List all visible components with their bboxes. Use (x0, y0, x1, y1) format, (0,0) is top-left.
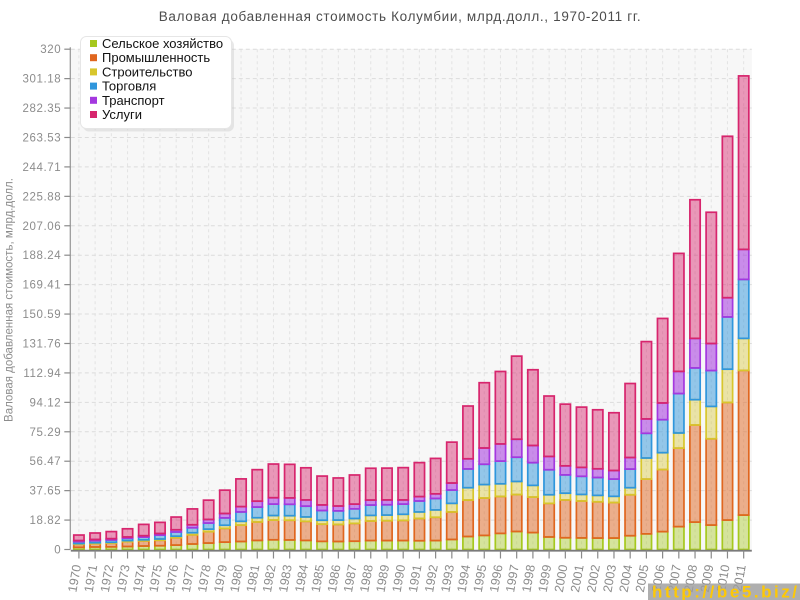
svg-text:http://be5.biz/: http://be5.biz/ (652, 583, 797, 600)
svg-text:2005: 2005 (633, 564, 652, 594)
svg-text:1991: 1991 (406, 564, 425, 594)
svg-text:1982: 1982 (260, 564, 279, 594)
svg-text:1981: 1981 (244, 564, 263, 594)
svg-text:Услуги: Услуги (102, 107, 142, 122)
svg-text:112.94: 112.94 (23, 368, 61, 380)
svg-text:1984: 1984 (292, 564, 311, 594)
svg-text:1976: 1976 (163, 564, 182, 594)
svg-text:225.88: 225.88 (23, 191, 62, 203)
svg-text:1998: 1998 (519, 564, 538, 594)
svg-text:1995: 1995 (471, 564, 490, 594)
svg-text:131.76: 131.76 (23, 338, 62, 350)
svg-text:1975: 1975 (147, 564, 166, 594)
svg-text:169.41: 169.41 (23, 280, 62, 292)
svg-text:94.12: 94.12 (30, 397, 62, 409)
svg-text:188.24: 188.24 (23, 250, 62, 262)
svg-text:1997: 1997 (503, 564, 522, 594)
svg-text:75.29: 75.29 (30, 427, 62, 439)
svg-text:1994: 1994 (455, 564, 474, 594)
svg-text:1990: 1990 (390, 564, 409, 594)
svg-text:1977: 1977 (179, 564, 198, 594)
svg-text:1970: 1970 (65, 564, 84, 594)
svg-text:1980: 1980 (228, 564, 247, 594)
svg-text:1988: 1988 (357, 564, 376, 594)
svg-text:207.06: 207.06 (23, 221, 62, 233)
svg-text:2004: 2004 (617, 564, 636, 594)
svg-text:1987: 1987 (341, 564, 360, 594)
svg-text:282.35: 282.35 (23, 103, 62, 115)
svg-text:1986: 1986 (325, 564, 344, 594)
svg-text:Торговля: Торговля (102, 79, 156, 94)
svg-text:2001: 2001 (568, 564, 587, 594)
svg-text:18.82: 18.82 (30, 515, 62, 527)
svg-text:2003: 2003 (601, 564, 620, 594)
svg-text:301.18: 301.18 (23, 74, 62, 86)
svg-text:1972: 1972 (98, 564, 117, 594)
svg-text:Валовая добавленная стоимость,: Валовая добавленная стоимость, млрд.долл… (4, 178, 16, 422)
svg-text:Строительство: Строительство (102, 64, 192, 79)
svg-text:244.71: 244.71 (23, 162, 62, 174)
svg-text:2000: 2000 (552, 564, 571, 594)
svg-text:1978: 1978 (195, 564, 214, 594)
svg-text:1993: 1993 (438, 564, 457, 594)
svg-text:1974: 1974 (130, 564, 149, 594)
svg-text:1996: 1996 (487, 564, 506, 594)
svg-text:Валовая добавленная стоимость: Валовая добавленная стоимость Колумбии, … (159, 9, 642, 24)
svg-text:320: 320 (40, 44, 61, 56)
svg-text:1979: 1979 (211, 564, 230, 594)
svg-text:1983: 1983 (276, 564, 295, 594)
svg-text:56.47: 56.47 (30, 456, 62, 468)
svg-text:1971: 1971 (82, 564, 101, 594)
svg-text:263.53: 263.53 (23, 132, 62, 144)
svg-text:0: 0 (54, 545, 61, 557)
svg-text:1985: 1985 (309, 564, 328, 594)
svg-text:1999: 1999 (536, 564, 555, 594)
svg-text:Сельское хозяйство: Сельское хозяйство (102, 36, 223, 51)
svg-text:2002: 2002 (584, 564, 603, 594)
svg-text:1992: 1992 (422, 564, 441, 594)
svg-text:Транспорт: Транспорт (102, 93, 165, 108)
svg-text:37.65: 37.65 (30, 486, 62, 498)
svg-text:Промышленность: Промышленность (102, 50, 210, 65)
svg-text:150.59: 150.59 (23, 309, 62, 321)
svg-text:1989: 1989 (374, 564, 393, 594)
svg-text:1973: 1973 (114, 564, 133, 594)
